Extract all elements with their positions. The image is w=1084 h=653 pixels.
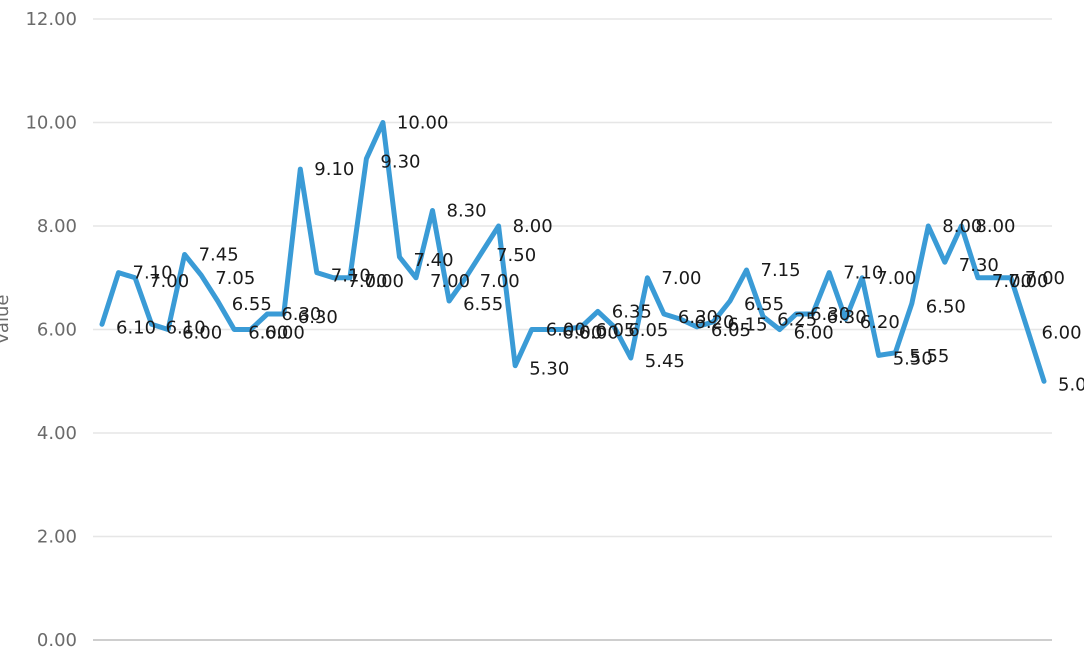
data-label: 6.05 (595, 320, 635, 341)
data-label: 7.00 (661, 268, 701, 289)
data-label: 7.10 (331, 266, 371, 287)
data-label: 6.30 (810, 304, 850, 325)
data-label: 7.00 (149, 271, 189, 292)
data-label: 7.10 (133, 263, 173, 284)
data-label: 8.30 (447, 201, 487, 222)
data-label: 7.50 (496, 245, 536, 266)
data-label: 7.00 (430, 271, 470, 292)
data-label: 6.10 (116, 317, 156, 338)
data-label: 7.30 (959, 255, 999, 276)
y-tick-label: 2.00 (37, 527, 77, 548)
data-label: 5.55 (909, 346, 949, 367)
series-line (99, 120, 1047, 384)
data-label: 7.15 (761, 260, 801, 281)
data-label: 5.00 (1058, 374, 1084, 395)
data-label: 6.10 (166, 317, 206, 338)
data-label: 6.00 (579, 323, 619, 344)
data-label: 7.05 (215, 268, 255, 289)
data-label: 7.00 (876, 268, 916, 289)
data-label: 6.50 (926, 297, 966, 318)
data-label: 6.15 (728, 315, 768, 336)
data-label: 6.55 (744, 294, 784, 315)
data-label: 9.10 (314, 159, 354, 180)
data-label: 6.00 (1042, 323, 1082, 344)
data-label: 10.00 (397, 113, 449, 134)
y-tick-label: 0.00 (37, 630, 77, 651)
data-label: 5.45 (645, 351, 685, 372)
data-label: 6.55 (463, 294, 503, 315)
data-label: 7.00 (1008, 271, 1048, 292)
data-label: 6.05 (711, 320, 751, 341)
data-label: 7.45 (199, 245, 239, 266)
data-label: 6.00 (562, 323, 602, 344)
y-tick-label: 12.00 (25, 9, 77, 30)
data-label: 6.20 (860, 312, 900, 333)
data-label: 6.35 (612, 301, 652, 322)
data-label: 6.30 (827, 307, 867, 328)
data-label: 6.00 (182, 323, 222, 344)
data-label: 7.40 (414, 250, 454, 271)
data-label: 8.00 (942, 216, 982, 237)
y-tick-label: 10.00 (25, 113, 77, 134)
data-label: 9.30 (380, 152, 420, 173)
y-tick-label: 8.00 (37, 216, 77, 237)
data-label: 6.25 (777, 310, 817, 331)
data-label: 6.30 (298, 307, 338, 328)
data-label: 7.10 (843, 263, 883, 284)
data-label: 6.00 (248, 323, 288, 344)
data-label: 6.05 (628, 320, 668, 341)
data-labels: 6.107.107.006.106.007.457.056.556.006.00… (116, 113, 1084, 396)
data-label: 6.55 (232, 294, 272, 315)
data-label: 7.00 (347, 271, 387, 292)
data-label: 8.00 (975, 216, 1015, 237)
data-label: 7.00 (364, 271, 404, 292)
data-label: 7.00 (480, 271, 520, 292)
y-axis-label: value (0, 295, 13, 344)
data-label: 7.00 (992, 271, 1032, 292)
data-label: 5.30 (529, 359, 569, 380)
data-label: 5.50 (893, 348, 933, 369)
data-label: 6.00 (546, 320, 586, 341)
data-label: 6.00 (794, 323, 834, 344)
y-tick-label: 4.00 (37, 423, 77, 444)
data-label: 6.30 (678, 307, 718, 328)
data-label: 6.20 (694, 312, 734, 333)
data-label: 6.30 (281, 304, 321, 325)
y-tick-label: 6.00 (37, 320, 77, 341)
data-label: 8.00 (513, 216, 553, 237)
data-label: 7.00 (1025, 268, 1065, 289)
y-tick-labels: 0.00 2.00 4.00 6.00 8.00 10.00 12.00 (25, 9, 77, 651)
data-label: 6.00 (265, 323, 305, 344)
